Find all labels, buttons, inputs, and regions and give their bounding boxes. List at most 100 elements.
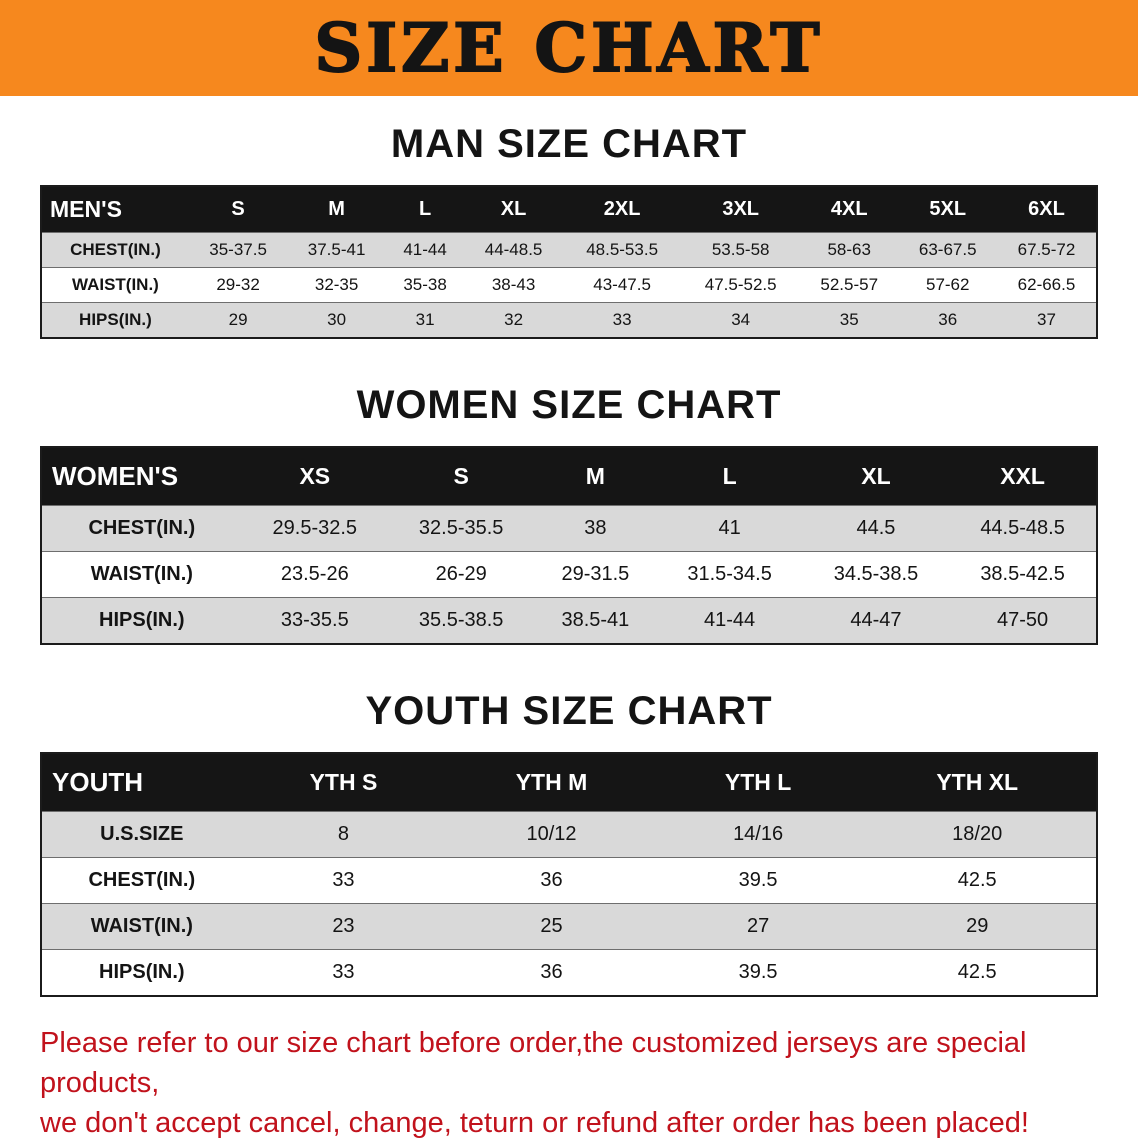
section-heading-youth: YOUTH SIZE CHART <box>365 689 773 733</box>
table-head: YOUTH YTH S YTH M YTH L YTH XL <box>41 753 1097 812</box>
table-header-row: YOUTH YTH S YTH M YTH L YTH XL <box>41 753 1097 812</box>
table-row: WAIST(IN.) 23.5-26 26-29 29-31.5 31.5-34.5 34… <box>41 551 1097 598</box>
column-header: YOUTH <box>41 753 242 812</box>
table-cell: 26-29 <box>387 551 535 598</box>
table-cell: 35.5-38.5 <box>387 597 535 644</box>
row-label: WAIST(IN.) <box>41 267 189 303</box>
table-cell: 42.5 <box>858 949 1097 996</box>
table-cell: 58-63 <box>799 232 899 268</box>
table-cell: 23 <box>241 903 446 950</box>
table-body: CHEST(IN.) 35-37.5 37.5-41 41-44 44-48.5 48.5… <box>41 232 1097 338</box>
table-cell: 44-48.5 <box>464 232 563 268</box>
table-cell: 35-37.5 <box>188 232 288 268</box>
column-header: L <box>656 447 803 506</box>
table-wrap-men: MEN'S S M L XL 2XL 3XL 4XL 5XL 6XL CHEST(IN.) 35-37… <box>0 185 1138 339</box>
table-cell: 29 <box>858 903 1097 950</box>
row-label: U.S.SIZE <box>41 811 242 858</box>
table-cell: 27 <box>657 903 859 950</box>
table-cell: 10/12 <box>445 811 658 858</box>
table-cell: 29.5-32.5 <box>241 505 388 552</box>
table-cell: 44-47 <box>802 597 950 644</box>
table-cell: 57-62 <box>898 267 997 303</box>
table-cell: 38 <box>534 505 657 552</box>
column-header: XXL <box>949 447 1097 506</box>
men-size-table: MEN'S S M L XL 2XL 3XL 4XL 5XL 6XL CHEST(IN.) 35-37… <box>40 185 1098 339</box>
column-header: XL <box>464 186 563 233</box>
women-size-table: WOMEN'S XS S M L XL XXL CHEST(IN.) 29.5-32.5 32.5… <box>40 446 1098 645</box>
table-row: WAIST(IN.) 23 25 27 29 <box>41 903 1097 950</box>
column-header: WOMEN'S <box>41 447 242 506</box>
table-cell: 48.5-53.5 <box>562 232 682 268</box>
column-header: 6XL <box>996 186 1097 233</box>
table-cell: 33 <box>241 857 446 904</box>
table-header-row: WOMEN'S XS S M L XL XXL <box>41 447 1097 506</box>
column-header: XL <box>802 447 950 506</box>
table-wrap-youth: YOUTH YTH S YTH M YTH L YTH XL U.S.SIZE 8 10/12… <box>0 752 1138 997</box>
table-row: CHEST(IN.) 29.5-32.5 32.5-35.5 38 41 44.5 44.5… <box>41 505 1097 552</box>
page-title: SIZE CHART <box>314 9 824 87</box>
table-cell: 8 <box>241 811 446 858</box>
row-label: CHEST(IN.) <box>41 857 242 904</box>
row-label: CHEST(IN.) <box>41 232 189 268</box>
column-header: S <box>387 447 535 506</box>
table-cell: 43-47.5 <box>562 267 682 303</box>
row-label: WAIST(IN.) <box>41 551 242 598</box>
table-cell: 36 <box>445 949 658 996</box>
table-wrap-women: WOMEN'S XS S M L XL XXL CHEST(IN.) 29.5-32.5 32.5… <box>0 446 1138 645</box>
table-cell: 23.5-26 <box>241 551 388 598</box>
table-cell: 33-35.5 <box>241 597 388 644</box>
row-label: HIPS(IN.) <box>41 302 189 338</box>
table-row: WAIST(IN.) 29-32 32-35 35-38 38-43 43-47.5 47.… <box>41 267 1097 303</box>
table-cell: 35-38 <box>385 267 465 303</box>
table-cell: 32.5-35.5 <box>387 505 535 552</box>
column-header: YTH M <box>445 753 658 812</box>
table-cell: 35 <box>799 302 899 338</box>
table-cell: 53.5-58 <box>681 232 800 268</box>
size-section-women: WOMEN SIZE CHART WOMEN'S XS S M L XL XXL CHEST(I… <box>0 383 1138 645</box>
table-cell: 62-66.5 <box>996 267 1097 303</box>
table-cell: 47.5-52.5 <box>681 267 800 303</box>
table-cell: 29-31.5 <box>534 551 657 598</box>
section-heading-men: MAN SIZE CHART <box>390 122 748 166</box>
youth-size-table: YOUTH YTH S YTH M YTH L YTH XL U.S.SIZE 8 10/12… <box>40 752 1098 997</box>
table-cell: 38-43 <box>464 267 563 303</box>
table-cell: 34.5-38.5 <box>802 551 950 598</box>
notice-line-2: we don't accept cancel, change, teturn o… <box>40 1107 1029 1140</box>
table-cell: 41-44 <box>385 232 465 268</box>
table-cell: 30 <box>287 302 386 338</box>
banner: SIZE CHART <box>0 0 1138 96</box>
table-cell: 31 <box>385 302 465 338</box>
section-heading-women: WOMEN SIZE CHART <box>356 383 782 427</box>
column-header: 4XL <box>799 186 899 233</box>
table-cell: 37.5-41 <box>287 232 386 268</box>
table-cell: 67.5-72 <box>996 232 1097 268</box>
table-cell: 39.5 <box>657 949 859 996</box>
table-header-row: MEN'S S M L XL 2XL 3XL 4XL 5XL 6XL <box>41 186 1097 233</box>
table-cell: 34 <box>681 302 800 338</box>
table-cell: 52.5-57 <box>799 267 899 303</box>
table-cell: 41-44 <box>656 597 803 644</box>
table-cell: 47-50 <box>949 597 1097 644</box>
table-cell: 33 <box>241 949 446 996</box>
column-header: MEN'S <box>41 186 189 233</box>
table-cell: 14/16 <box>657 811 859 858</box>
column-header: M <box>534 447 657 506</box>
column-header: M <box>287 186 386 233</box>
table-cell: 37 <box>996 302 1097 338</box>
size-chart-sections: MAN SIZE CHART MEN'S S M L XL 2XL 3XL 4XL 5XL 6XL C… <box>0 122 1138 997</box>
table-row: CHEST(IN.) 35-37.5 37.5-41 41-44 44-48.5 48.5… <box>41 232 1097 268</box>
row-label: WAIST(IN.) <box>41 903 242 950</box>
column-header: 3XL <box>681 186 800 233</box>
table-cell: 36 <box>445 857 658 904</box>
table-cell: 25 <box>445 903 658 950</box>
size-section-men: MAN SIZE CHART MEN'S S M L XL 2XL 3XL 4XL 5XL 6XL C… <box>0 122 1138 339</box>
column-header: S <box>188 186 288 233</box>
table-row: U.S.SIZE 8 10/12 14/16 18/20 <box>41 811 1097 858</box>
column-header: 2XL <box>562 186 682 233</box>
table-cell: 29 <box>188 302 288 338</box>
table-body: CHEST(IN.) 29.5-32.5 32.5-35.5 38 41 44.5 44.5… <box>41 505 1097 644</box>
size-section-youth: YOUTH SIZE CHART YOUTH YTH S YTH M YTH L YTH … <box>0 689 1138 997</box>
row-label: HIPS(IN.) <box>41 597 242 644</box>
table-cell: 38.5-41 <box>534 597 657 644</box>
